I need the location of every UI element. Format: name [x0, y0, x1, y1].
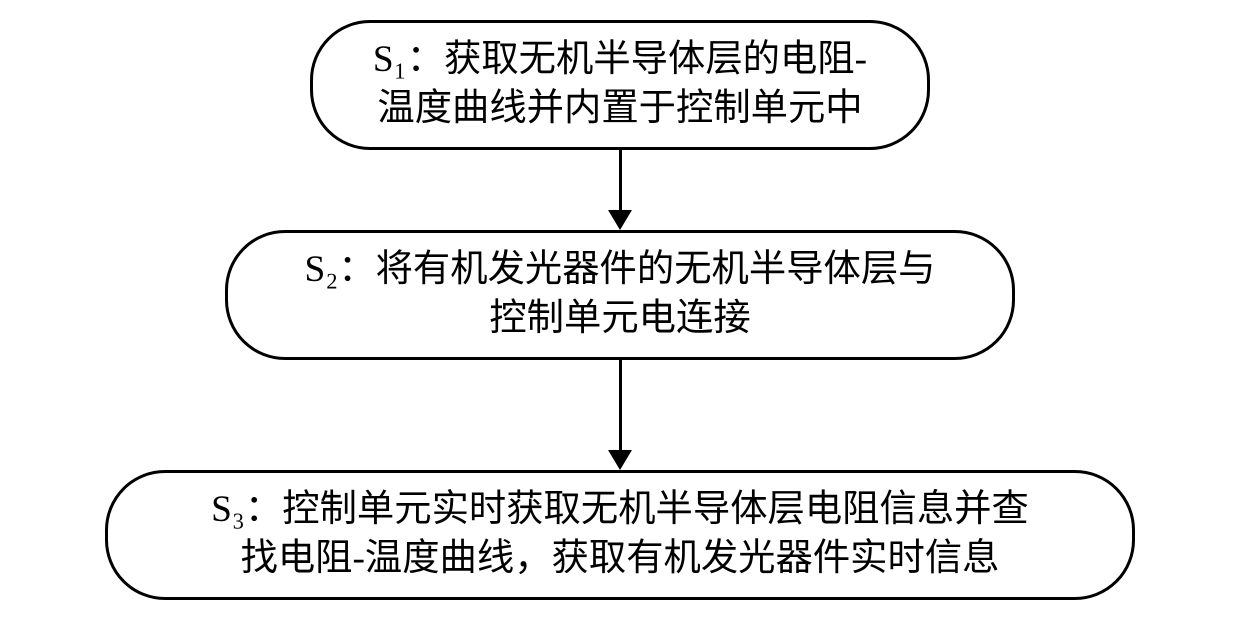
- node-s2-line2: 控制单元电连接: [489, 298, 750, 339]
- arrow-head-icon: [608, 450, 632, 470]
- node-s2-line1: S₂：将有机发光器件的无机半导体层与: [304, 249, 935, 290]
- arrow-head-icon: [608, 210, 632, 230]
- flow-node-s1: S₁：获取无机半导体层的电阻- 温度曲线并内置于控制单元中: [310, 20, 930, 150]
- flow-node-s3: S₃：控制单元实时获取无机半导体层电阻信息并查 找电阻-温度曲线，获取有机发光器…: [105, 470, 1135, 600]
- node-text: S₁：获取无机半导体层的电阻- 温度曲线并内置于控制单元中: [373, 36, 867, 133]
- node-s3-line2: 找电阻-温度曲线，获取有机发光器件实时信息: [240, 538, 999, 579]
- node-s3-line1: S₃：控制单元实时获取无机半导体层电阻信息并查: [211, 489, 1029, 530]
- arrow-line: [619, 360, 622, 450]
- arrow-s1-s2: [608, 150, 632, 230]
- arrow-line: [619, 150, 622, 210]
- flowchart-container: S₁：获取无机半导体层的电阻- 温度曲线并内置于控制单元中 S₂：将有机发光器件…: [105, 20, 1135, 600]
- node-text: S₃：控制单元实时获取无机半导体层电阻信息并查 找电阻-温度曲线，获取有机发光器…: [211, 486, 1029, 583]
- arrow-s2-s3: [608, 360, 632, 470]
- node-s1-line1: S₁：获取无机半导体层的电阻-: [373, 39, 867, 80]
- node-text: S₂：将有机发光器件的无机半导体层与 控制单元电连接: [304, 246, 935, 343]
- flow-node-s2: S₂：将有机发光器件的无机半导体层与 控制单元电连接: [225, 230, 1015, 360]
- node-s1-line2: 温度曲线并内置于控制单元中: [377, 88, 862, 129]
